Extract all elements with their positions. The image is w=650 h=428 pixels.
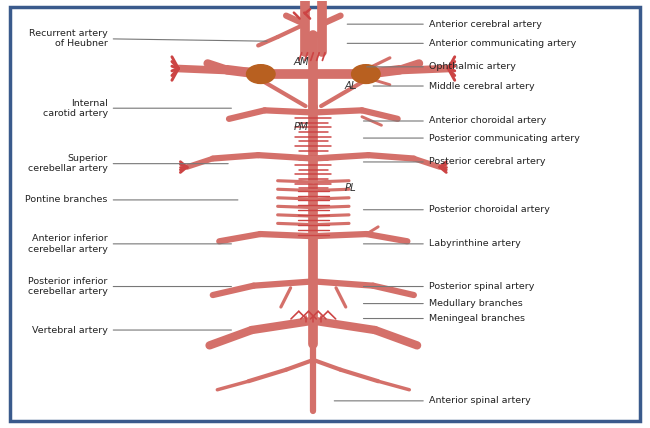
Text: Labyrinthine artery: Labyrinthine artery <box>363 239 521 248</box>
Text: Posterior choroidal artery: Posterior choroidal artery <box>363 205 550 214</box>
Text: Posterior inferior
cerebellar artery: Posterior inferior cerebellar artery <box>28 277 231 296</box>
Text: Recurrent artery
of Heubner: Recurrent artery of Heubner <box>29 29 267 48</box>
Text: Ophthalmic artery: Ophthalmic artery <box>367 62 515 71</box>
Text: Anterior communicating artery: Anterior communicating artery <box>347 39 576 48</box>
Text: Anterior spinal artery: Anterior spinal artery <box>334 396 530 405</box>
Text: Vertebral artery: Vertebral artery <box>32 326 231 335</box>
Text: Anterior cerebral artery: Anterior cerebral artery <box>347 20 541 29</box>
Text: Pontine branches: Pontine branches <box>25 196 238 205</box>
Circle shape <box>246 65 275 83</box>
Text: Internal
carotid artery: Internal carotid artery <box>43 98 231 118</box>
Text: PM: PM <box>294 122 309 132</box>
Text: Posterior spinal artery: Posterior spinal artery <box>363 282 534 291</box>
Text: AL: AL <box>344 81 358 91</box>
Text: Middle cerebral artery: Middle cerebral artery <box>373 81 534 90</box>
Text: AM: AM <box>293 57 309 67</box>
Text: Anterior choroidal artery: Anterior choroidal artery <box>363 116 546 125</box>
Text: Posterior cerebral artery: Posterior cerebral artery <box>363 158 545 166</box>
Text: PL: PL <box>345 183 357 193</box>
Circle shape <box>352 65 380 83</box>
Text: Superior
cerebellar artery: Superior cerebellar artery <box>28 154 228 173</box>
Text: Anterior inferior
cerebellar artery: Anterior inferior cerebellar artery <box>28 234 231 253</box>
Text: Meningeal branches: Meningeal branches <box>363 314 525 323</box>
Text: Medullary branches: Medullary branches <box>363 299 523 308</box>
Text: Posterior communicating artery: Posterior communicating artery <box>363 134 580 143</box>
